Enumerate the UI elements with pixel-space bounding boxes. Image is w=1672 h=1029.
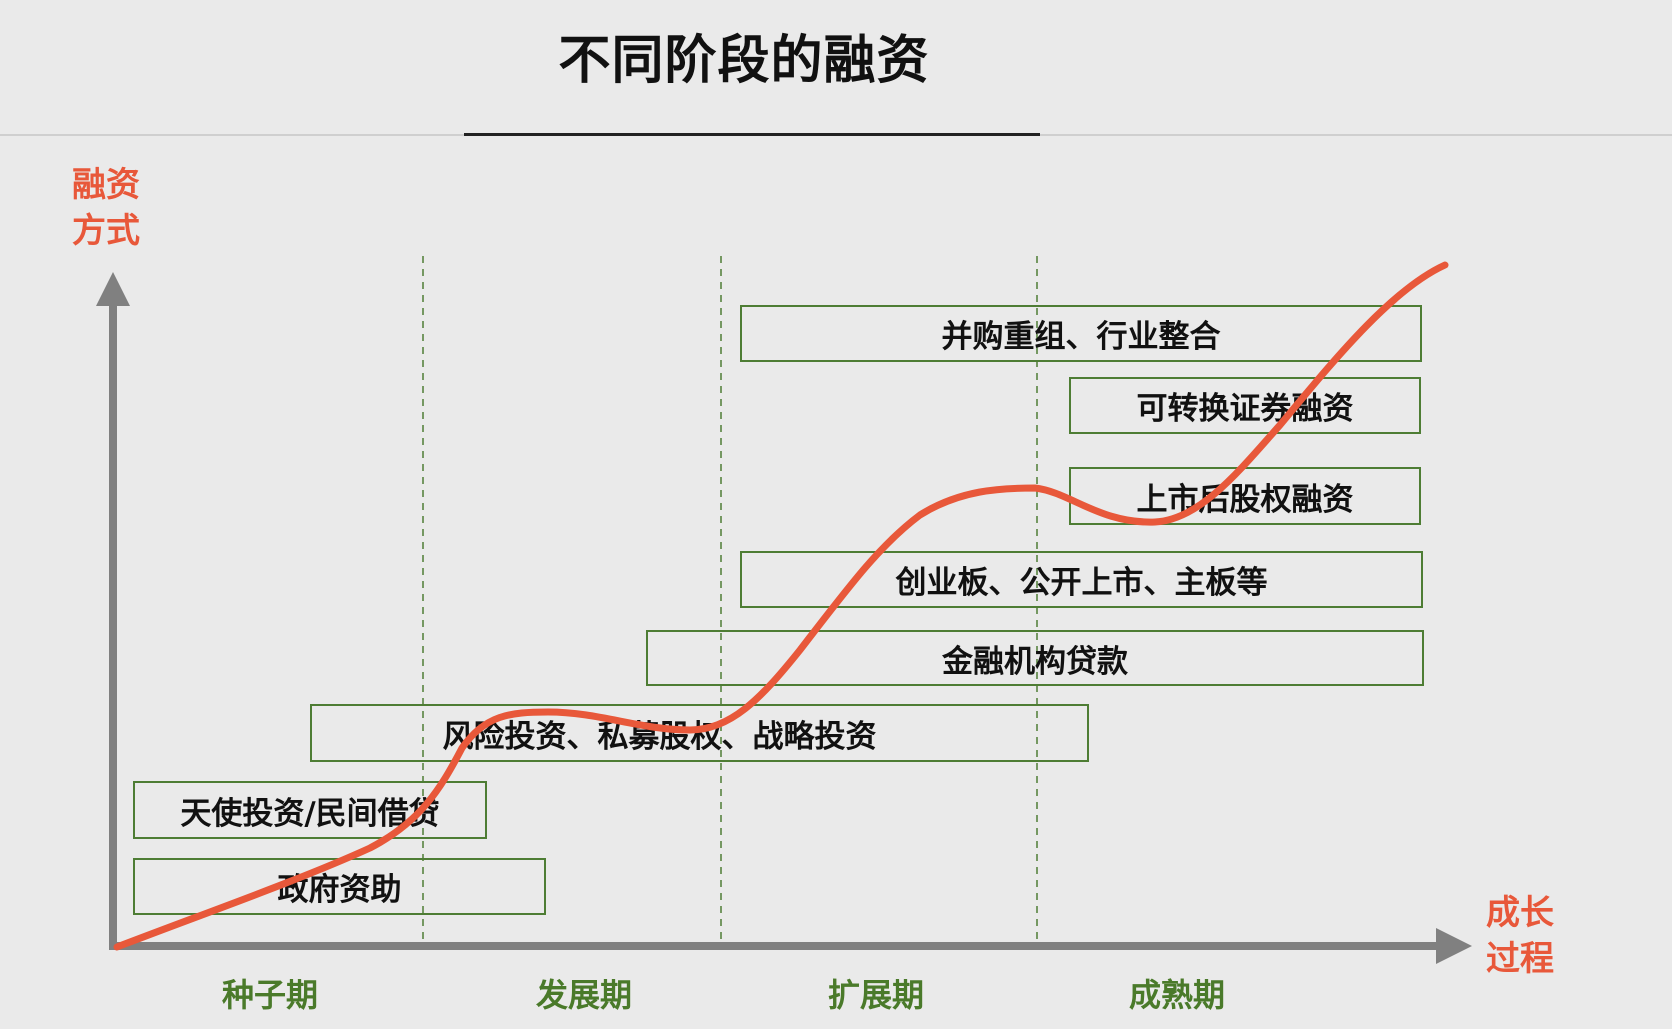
stage-seed: 种子期 — [221, 976, 318, 1014]
x-axis-label: 成长 过程 — [1486, 890, 1554, 982]
stage-expansion: 扩展期 — [827, 976, 924, 1014]
box-angel: 天使投资/民间借贷 — [133, 781, 487, 839]
stage-development: 发展期 — [535, 976, 632, 1014]
stage-maturity: 成熟期 — [1128, 976, 1225, 1014]
x-axis-label-line1: 成长 — [1486, 893, 1554, 933]
box-ma: 并购重组、行业整合 — [740, 305, 1422, 362]
title-underline — [464, 133, 1040, 136]
y-axis-label-line1: 融资 — [72, 165, 140, 205]
box-convertible: 可转换证券融资 — [1069, 377, 1421, 434]
box-ipo: 创业板、公开上市、主板等 — [740, 551, 1423, 608]
page-title: 不同阶段的融资 — [558, 31, 930, 91]
growth-curve — [113, 261, 1449, 951]
box-bank-loan: 金融机构贷款 — [646, 630, 1424, 686]
x-axis-label-line2: 过程 — [1486, 939, 1554, 979]
y-axis-label-line2: 方式 — [72, 211, 140, 251]
x-axis-arrow-icon — [1436, 928, 1472, 964]
y-axis-arrow-icon — [96, 272, 130, 306]
y-axis-label: 融资 方式 — [72, 162, 140, 254]
